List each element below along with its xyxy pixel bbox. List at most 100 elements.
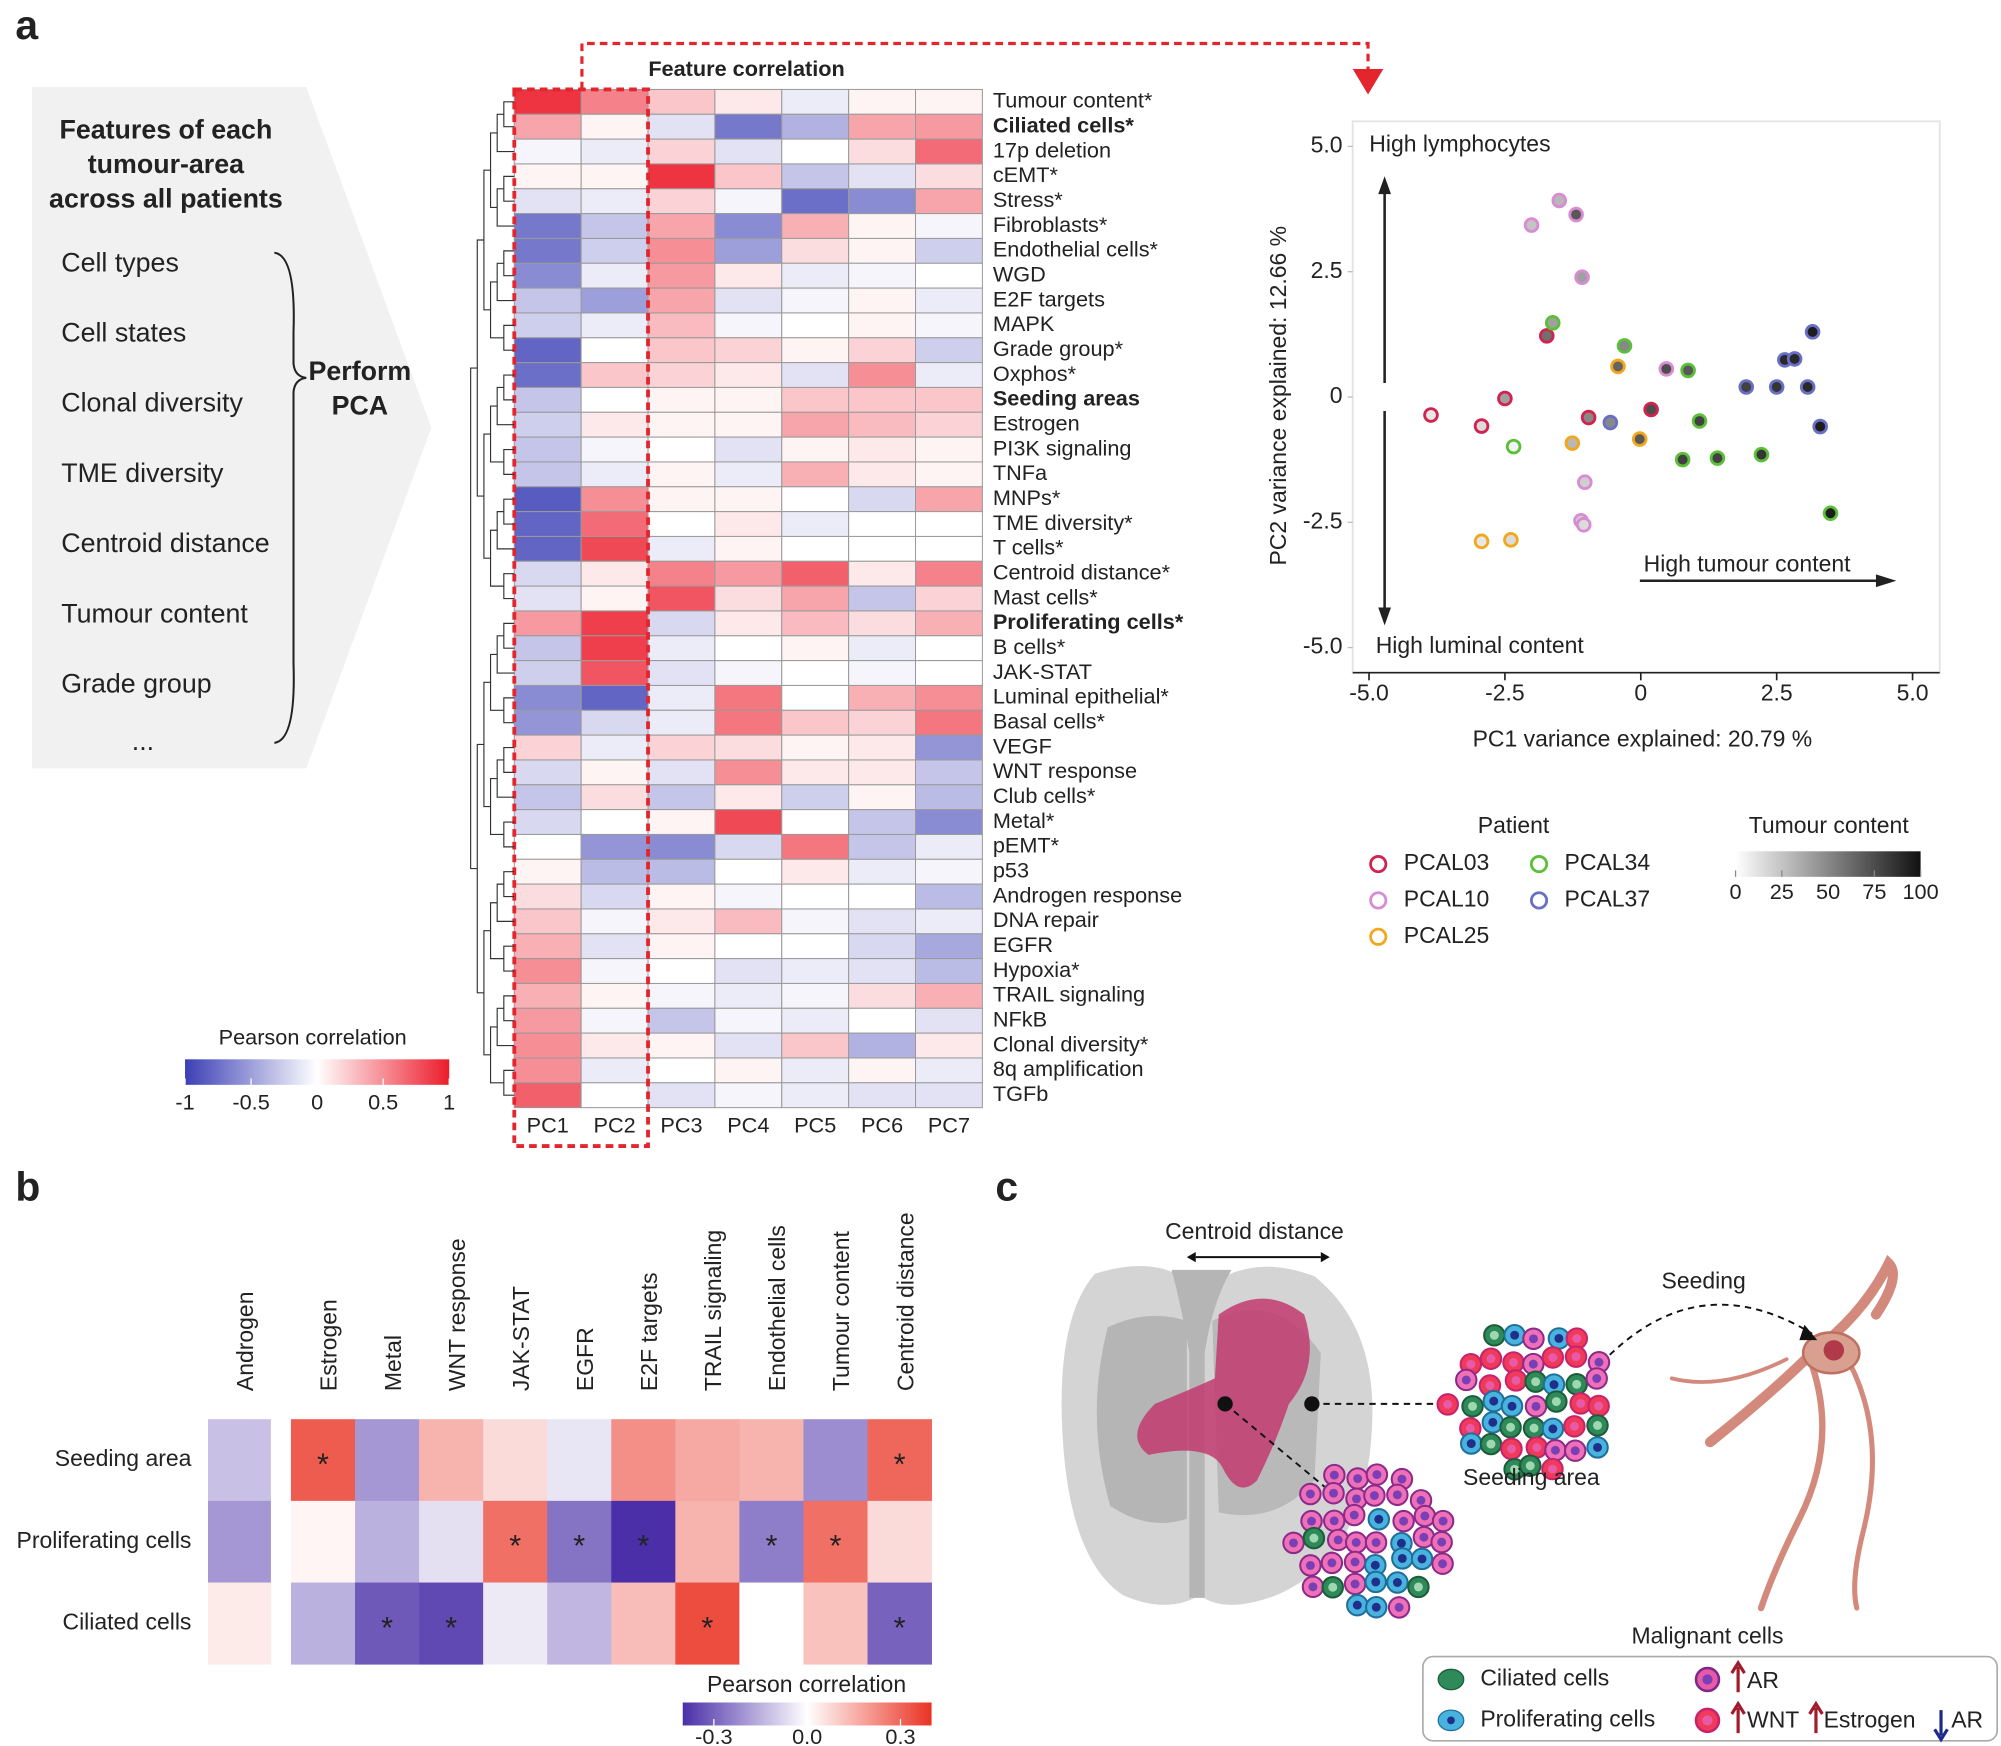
point xyxy=(1602,414,1619,431)
arrow-head xyxy=(1378,607,1392,626)
point xyxy=(1680,362,1696,379)
cell-nucleus xyxy=(1372,1470,1382,1480)
heatmap-cell xyxy=(781,461,850,488)
heatmap-cell xyxy=(781,933,850,960)
link-arrow xyxy=(580,41,1370,90)
heatmap-cell xyxy=(647,660,716,686)
heatmap-cell xyxy=(714,982,783,1009)
point xyxy=(1577,474,1593,490)
heatmap-cell xyxy=(781,883,850,910)
cell-nucleus xyxy=(1548,1464,1557,1474)
y-tick-label: -5.0 xyxy=(1303,633,1343,659)
heatmap-cell xyxy=(580,386,649,413)
action-label: Perform xyxy=(309,356,412,386)
cell-nucleus xyxy=(1569,1421,1579,1431)
heatmap-cell xyxy=(914,585,983,612)
point xyxy=(1575,517,1592,533)
heatmap-cell xyxy=(513,982,582,1009)
heatmap-cell xyxy=(848,560,917,587)
heatmap-cell xyxy=(848,411,917,438)
heatmap-cell xyxy=(580,635,649,662)
heatmap-cell xyxy=(647,933,716,960)
heatmap-cell xyxy=(355,1582,420,1665)
heatmap-cell xyxy=(914,113,983,140)
legend-label: Estrogen xyxy=(1824,1707,1916,1733)
heatmap-cell xyxy=(513,833,582,860)
heatmap-cell xyxy=(781,709,850,736)
column-label: Endothelial cells xyxy=(764,1225,790,1391)
dendrogram-branch xyxy=(476,743,484,994)
point xyxy=(1574,269,1590,285)
heatmap-cell xyxy=(848,610,917,637)
legend-title: Malignant cells xyxy=(1632,1622,1784,1648)
heatmap-cell xyxy=(848,709,917,736)
heatmap-cell xyxy=(513,188,582,215)
cell-nucleus xyxy=(1333,1535,1343,1545)
cell-nucleus xyxy=(1305,1489,1315,1499)
cell-nucleus xyxy=(1570,1446,1580,1456)
cell-nucleus xyxy=(1531,1401,1541,1411)
heatmap-cell xyxy=(803,1500,868,1583)
colorbar-tick-label: 75 xyxy=(1862,879,1886,904)
column-label: Tumour content xyxy=(828,1230,854,1391)
heatmap-cell xyxy=(580,188,649,215)
row-label: Proliferating cells* xyxy=(993,609,1184,634)
heatmap-cell xyxy=(580,337,649,364)
heatmap-cell xyxy=(647,1032,716,1059)
row-label: B cells* xyxy=(993,634,1066,659)
column-label: E2F targets xyxy=(636,1272,662,1391)
heatmap-cell xyxy=(647,88,716,115)
x-tick-label: 0 xyxy=(1634,679,1647,705)
significance-star: * xyxy=(317,1448,329,1482)
cell-nucleus xyxy=(1571,1352,1581,1362)
heatmap-cell xyxy=(714,163,783,190)
heatmap-cell xyxy=(914,188,983,215)
heatmap-cell xyxy=(914,933,983,960)
legend-marker xyxy=(1369,891,1388,910)
heatmap-cell xyxy=(513,312,582,339)
colorbar-tick-label: 25 xyxy=(1770,879,1794,904)
heatmap-cell xyxy=(290,1419,356,1502)
brace xyxy=(274,251,307,744)
heatmap-cell xyxy=(714,188,783,215)
heatmap-cell xyxy=(914,312,983,339)
cell-nucleus xyxy=(1438,1559,1448,1569)
arrow-head xyxy=(1378,176,1392,195)
heatmap-cell xyxy=(513,486,582,513)
cell-nucleus xyxy=(1572,1334,1582,1344)
heatmap-cell xyxy=(781,88,850,115)
heatmap-cell xyxy=(714,958,783,984)
heatmap-cell xyxy=(208,1500,271,1583)
panel-label: c xyxy=(995,1163,1018,1209)
vessel xyxy=(1669,1254,1898,1612)
heatmap-cell xyxy=(914,734,983,761)
cell-nucleus xyxy=(1507,1401,1517,1411)
heatmap-cell xyxy=(848,262,917,289)
cell-nucleus xyxy=(1329,1488,1339,1498)
heatmap-cell xyxy=(914,908,983,935)
heatmap-cell xyxy=(914,411,983,438)
heatmap-cell xyxy=(580,759,649,786)
cell-nucleus xyxy=(1329,1516,1339,1526)
legend-label: AR xyxy=(1747,1667,1779,1693)
heatmap-cell xyxy=(914,486,983,513)
heatmap-cell xyxy=(647,486,716,513)
cell-nucleus xyxy=(1576,1398,1586,1408)
panel-label: b xyxy=(15,1163,40,1209)
heatmap-cell xyxy=(675,1500,740,1583)
heatmap-cell xyxy=(781,809,850,835)
heatmap-cell xyxy=(848,933,917,960)
row-label: PI3K signaling xyxy=(993,435,1132,460)
dendrogram-branch xyxy=(496,883,515,922)
heatmap-cell xyxy=(714,809,783,835)
heatmap-cell xyxy=(848,684,917,711)
heatmap-cell xyxy=(580,784,649,811)
colorbar-tick-label: 0 xyxy=(311,1090,323,1115)
column-label: Estrogen xyxy=(316,1299,342,1391)
heatmap-cell xyxy=(647,1082,716,1109)
cell-nucleus xyxy=(1525,1461,1535,1471)
heatmap-cell xyxy=(208,1419,271,1502)
row-label: VEGF xyxy=(993,733,1052,758)
heatmap-cell xyxy=(803,1582,868,1665)
heatmap-cell xyxy=(647,362,716,388)
